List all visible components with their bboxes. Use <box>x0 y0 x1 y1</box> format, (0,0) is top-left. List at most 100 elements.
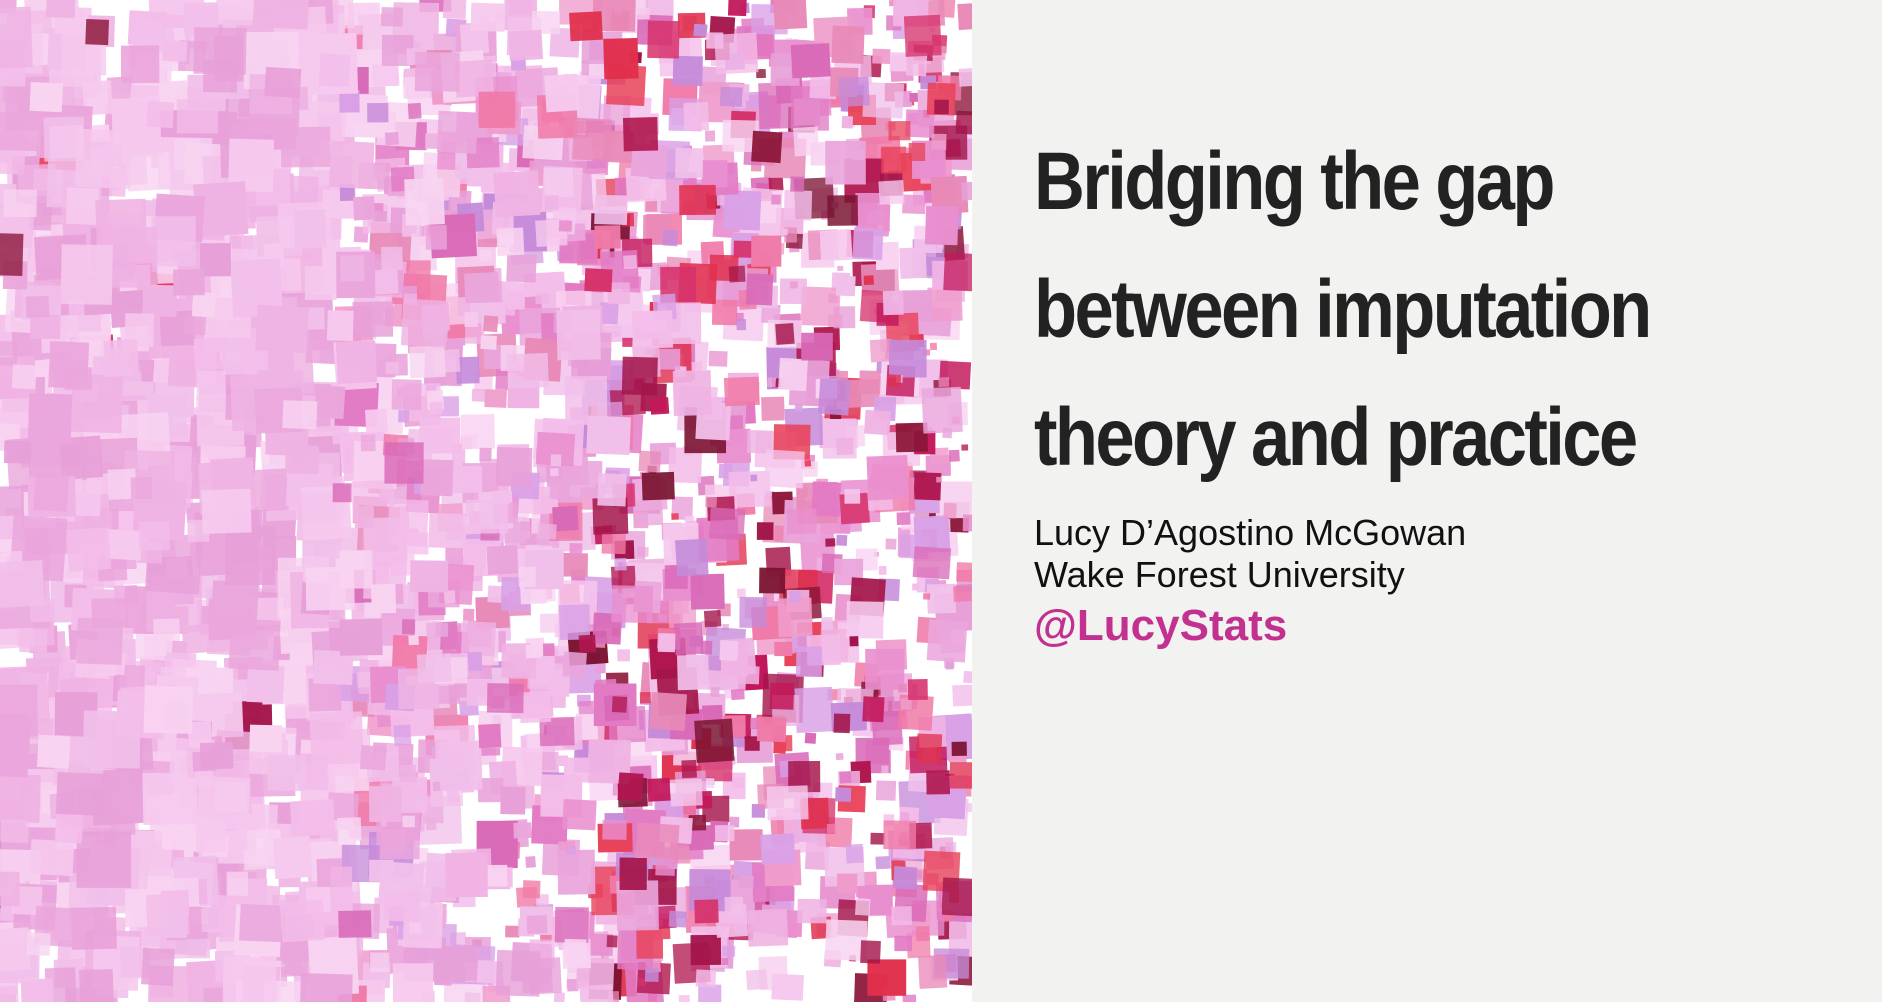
mosaic-tile <box>872 48 891 65</box>
mosaic-tile <box>594 225 621 249</box>
mosaic-tile <box>657 633 676 653</box>
mosaic-tile <box>569 543 583 556</box>
mosaic-tile <box>645 198 658 212</box>
mosaic-tile <box>783 190 813 221</box>
mosaic-tile <box>173 138 201 171</box>
mosaic-tile <box>958 67 972 87</box>
mosaic-tile <box>751 235 782 267</box>
mosaic-tile <box>792 126 820 157</box>
mosaic-tile <box>487 864 508 887</box>
mosaic-tile <box>889 52 907 72</box>
mosaic-tile <box>404 177 445 226</box>
mosaic-tile <box>578 634 597 653</box>
mosaic-tile <box>918 954 948 989</box>
mosaic-tile <box>836 873 858 894</box>
mosaic-tile <box>228 138 275 193</box>
mosaic-tile <box>756 68 766 79</box>
mosaic-tile <box>761 304 781 324</box>
mosaic-tile <box>104 529 143 561</box>
mosaic-tile <box>733 240 752 258</box>
mosaic-tile <box>930 175 969 215</box>
mosaic-tile <box>0 0 17 14</box>
mosaic-tile <box>669 778 703 807</box>
mosaic-tile <box>672 370 712 416</box>
mosaic-tile <box>744 736 760 751</box>
mosaic-tile <box>607 282 630 305</box>
mosaic-tile <box>251 597 285 626</box>
mosaic-tile <box>771 973 804 1001</box>
twitter-handle: @LucyStats <box>1034 601 1288 650</box>
mosaic-tile <box>305 566 355 611</box>
mosaic-tile <box>408 635 419 646</box>
mosaic-tile <box>391 379 422 411</box>
mosaic-tile <box>891 906 912 926</box>
mosaic-tile <box>943 252 972 292</box>
mosaic-tile <box>708 507 746 541</box>
mosaic-tile <box>264 66 302 98</box>
mosaic-tile <box>778 357 808 392</box>
mosaic-tile <box>480 335 497 350</box>
mosaic-tile <box>203 987 225 1002</box>
mosaic-tile <box>216 0 257 21</box>
mosaic-tile <box>478 91 516 128</box>
mosaic-tile <box>465 499 509 534</box>
mosaic-tile <box>632 310 674 349</box>
mosaic-tile <box>392 963 434 1002</box>
author-info: Lucy D’Agostino McGowan Wake Forest Univ… <box>1034 512 1854 596</box>
mosaic-tile <box>539 717 575 747</box>
mosaic-tile <box>878 180 905 205</box>
mosaic-tile <box>736 588 746 598</box>
mosaic-tile <box>690 934 722 966</box>
mosaic-tile <box>714 824 735 842</box>
mosaic-tile <box>759 567 786 594</box>
mosaic-tile <box>183 315 207 336</box>
mosaic-tile <box>908 142 926 161</box>
mosaic-tile <box>606 935 618 948</box>
mosaic-tile <box>299 973 353 1002</box>
mosaic-tile <box>790 176 805 192</box>
mosaic-tile <box>912 546 952 580</box>
mosaic-tile <box>577 694 591 707</box>
mosaic-tile <box>894 935 912 952</box>
mosaic-tile <box>916 733 943 764</box>
mosaic-tile <box>675 147 704 179</box>
mosaic-tile <box>526 915 548 935</box>
mosaic-tile <box>938 377 950 388</box>
mosaic-tile <box>862 696 885 723</box>
mosaic-tile <box>866 454 910 501</box>
mosaic-tile <box>934 99 949 115</box>
mosaic-tile <box>601 532 627 555</box>
mosaic-tile <box>728 470 771 508</box>
mosaic-tile <box>369 859 394 882</box>
mosaic-tile <box>400 298 449 348</box>
mosaic-tile <box>429 401 443 415</box>
mosaic-tile <box>535 292 549 305</box>
mosaic-tile <box>579 984 615 1002</box>
mosaic-tile <box>671 513 679 520</box>
mosaic-tile <box>595 661 606 674</box>
mosaic-tile <box>160 909 188 939</box>
mosaic-tile <box>29 82 63 113</box>
mosaic-tile <box>26 932 51 956</box>
mosaic-tile <box>464 322 485 345</box>
mosaic-tile <box>410 560 449 593</box>
mosaic-tile <box>859 370 881 395</box>
mosaic-tile <box>60 244 113 305</box>
mosaic-tile <box>562 799 597 831</box>
mosaic-tile <box>464 312 479 328</box>
mosaic-tile <box>867 959 907 996</box>
mosaic-tile <box>936 476 943 483</box>
mosaic-tile <box>729 829 763 861</box>
mosaic-tile <box>460 414 495 450</box>
mosaic-tile <box>818 378 851 416</box>
mosaic-tile <box>407 102 422 120</box>
mosaic-tile <box>506 352 549 389</box>
mosaic-tile <box>833 713 851 734</box>
mosaic-tile <box>821 616 834 630</box>
mosaic-tile <box>839 771 852 784</box>
mosaic-tile <box>862 81 905 119</box>
mosaic-tile <box>863 275 874 286</box>
mosaic-tile <box>101 226 158 288</box>
mosaic-tile <box>745 273 774 306</box>
mosaic-tile <box>701 160 728 188</box>
